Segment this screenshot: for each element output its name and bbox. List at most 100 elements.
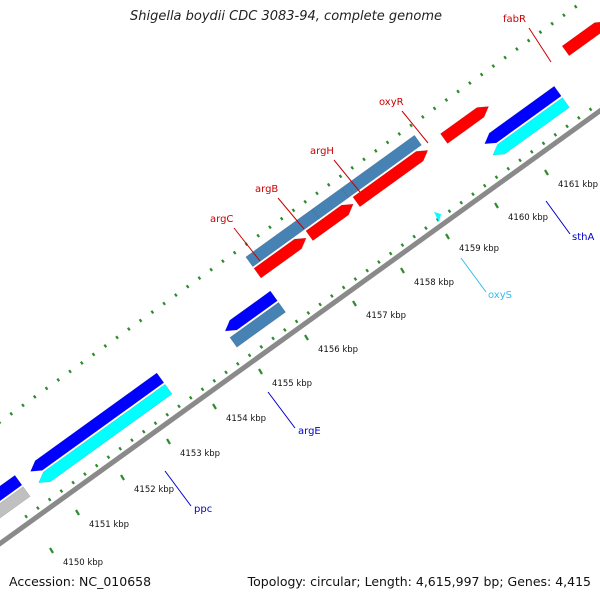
outer-tick-mark (138, 318, 143, 323)
outer-tick-mark (456, 89, 460, 94)
fabR-label[interactable]: fabR (503, 14, 526, 25)
outer-tick-mark (315, 191, 319, 196)
ppc-cds-feature[interactable] (30, 372, 165, 472)
ppc-label[interactable]: ppc (194, 504, 212, 515)
oxyS-label[interactable]: oxyS (488, 290, 512, 301)
outer-tick-mark (279, 216, 284, 221)
inner-tick-mark (47, 497, 52, 502)
inner-tick-mark (94, 463, 99, 468)
map-title: Shigella boydii CDC 3083-94, complete ge… (129, 9, 443, 24)
inner-tick-mark (153, 421, 158, 426)
inner-tick-mark (83, 472, 87, 477)
outer-tick-mark (9, 411, 14, 416)
scale-label: 4154 kbp (226, 414, 266, 424)
outer-tick-mark (56, 377, 61, 382)
inner-tick-mark (306, 311, 311, 315)
outer-tick-mark (221, 259, 225, 264)
oxyS-rna-feature[interactable] (434, 212, 441, 222)
argH-label[interactable]: argH (310, 146, 334, 157)
outer-tick-mark (126, 327, 131, 331)
outer-tick-mark (256, 233, 261, 238)
inner-tick-mark (36, 506, 40, 510)
sthA-gene-feature[interactable] (492, 97, 570, 156)
sthA-leader-line (545, 200, 571, 235)
inner-tick-mark (529, 149, 534, 154)
ppc-leader-line (164, 470, 192, 507)
inner-tick-mark (424, 226, 428, 231)
major-tick-mark (75, 509, 80, 516)
argB-leader-line (277, 197, 305, 230)
inner-tick-mark (412, 234, 417, 239)
outer-tick-mark (444, 98, 449, 102)
outer-tick-mark (503, 55, 507, 60)
inner-tick-mark (165, 412, 170, 417)
outer-tick-mark (44, 386, 49, 391)
inner-tick-mark (330, 294, 334, 298)
scale-label: 4155 kbp (272, 379, 312, 389)
argB-label[interactable]: argB (255, 184, 278, 195)
outer-tick-mark (562, 13, 566, 18)
outer-tick-mark (115, 335, 119, 340)
outer-tick-mark (373, 148, 378, 153)
outer-tick-mark (91, 352, 96, 357)
inner-tick-mark (482, 183, 487, 188)
oxyR-leader-line (401, 110, 429, 144)
inner-tick-mark (365, 268, 369, 273)
outer-tick-mark (174, 293, 178, 298)
outer-tick-mark (385, 140, 390, 145)
outer-tick-mark (409, 123, 413, 128)
outer-tick-mark (526, 38, 531, 43)
major-tick-mark (258, 368, 263, 375)
ppc-gene-feature[interactable] (38, 383, 173, 484)
outer-tick-mark (150, 310, 155, 314)
inner-tick-mark (576, 115, 581, 120)
argE-cds-feature[interactable] (224, 290, 278, 332)
outer-tick-mark (232, 250, 237, 255)
scale-label: 4158 kbp (414, 278, 454, 288)
outer-tick-mark (268, 225, 272, 230)
outer-tick-mark (468, 81, 472, 85)
major-tick-mark (49, 547, 54, 554)
upstream-cds-feature[interactable] (0, 474, 23, 524)
inner-tick-mark (235, 361, 240, 366)
inner-tick-mark (353, 277, 358, 281)
major-tick-mark (212, 403, 217, 410)
argH-gene-feature[interactable] (341, 134, 422, 199)
outer-tick-mark (538, 30, 543, 35)
oxyR-cds-feature[interactable] (440, 106, 490, 144)
inner-tick-mark (318, 302, 322, 307)
argB-cds-feature[interactable] (305, 203, 354, 242)
major-tick-mark (400, 267, 405, 274)
outer-tick-mark (432, 106, 437, 111)
argC-cds-feature[interactable] (253, 237, 307, 279)
inner-tick-mark (553, 132, 558, 137)
inner-tick-mark (200, 387, 205, 392)
argE-label[interactable]: argE (298, 426, 321, 437)
outer-tick-mark (209, 267, 213, 272)
argC-label[interactable]: argC (210, 214, 233, 225)
upstream-other-feature[interactable] (0, 486, 31, 536)
inner-tick-mark (247, 353, 252, 358)
oxyR-label[interactable]: oxyR (379, 97, 404, 108)
sthA-label[interactable]: sthA (572, 232, 594, 243)
outer-tick-mark (397, 131, 402, 136)
inner-tick-mark (518, 158, 522, 163)
scale-label: 4153 kbp (180, 449, 220, 459)
argE-leader-line (267, 391, 296, 429)
outer-tick-mark (68, 369, 72, 374)
outer-tick-mark (103, 344, 108, 348)
fabR-cds-feature[interactable] (561, 21, 600, 57)
scale-label: 4160 kbp (508, 213, 548, 223)
argH-cds-feature[interactable] (352, 150, 429, 208)
outer-tick-mark (491, 64, 496, 68)
major-tick-mark (166, 438, 171, 445)
outer-tick-mark (291, 208, 296, 213)
outer-tick-mark (338, 174, 343, 179)
inner-tick-mark (130, 438, 134, 443)
sthA-cds-feature[interactable] (484, 85, 562, 145)
inner-tick-mark (224, 370, 228, 375)
scale-label: 4156 kbp (318, 345, 358, 355)
argE-gene-feature[interactable] (229, 301, 286, 348)
inner-tick-mark (588, 107, 593, 112)
